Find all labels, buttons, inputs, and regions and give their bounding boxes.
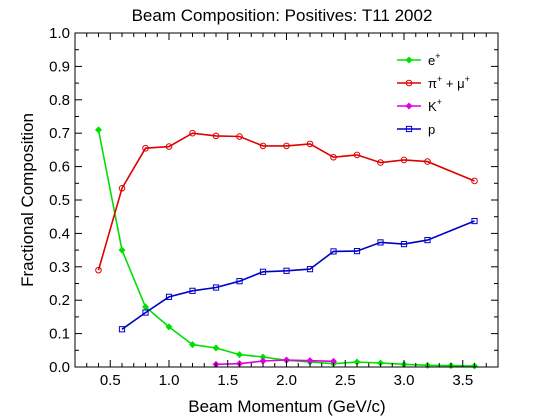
y-tick-label: 0.0 <box>49 359 70 376</box>
series-p-point <box>165 293 173 300</box>
series-p-point <box>283 267 290 274</box>
series-p-point <box>471 217 478 225</box>
legend-label: e+ <box>428 51 441 68</box>
series-pi-mu <box>95 129 478 274</box>
legend-label: p <box>428 122 435 137</box>
x-axis-label: Beam Momentum (GeV/c) <box>188 397 385 416</box>
y-tick-label: 0.8 <box>49 92 70 109</box>
series-pi-mu-point <box>330 153 337 161</box>
series-pi-mu-point <box>283 142 290 150</box>
series-pi-mu-point <box>236 133 243 140</box>
series-pi-mu-point <box>424 158 431 165</box>
y-axis-label: Fractional Composition <box>18 113 37 287</box>
series-pi-mu-point <box>353 151 361 159</box>
series-p-point <box>424 236 431 244</box>
series-e <box>94 126 479 370</box>
y-tick-label: 0.5 <box>49 192 70 209</box>
series-e-point <box>188 341 197 349</box>
x-tick-label: 3.5 <box>452 372 473 389</box>
series-e-point <box>165 323 173 331</box>
x-tick-label: 2.0 <box>276 372 297 389</box>
legend-label: π+ + μ+ <box>428 74 470 91</box>
series-p-point <box>306 266 314 273</box>
series-pi-mu-point <box>95 266 102 274</box>
chart-title: Beam Composition: Positives: T11 2002 <box>132 6 433 25</box>
series-p <box>118 217 478 333</box>
x-tick-label: 3.0 <box>394 372 415 389</box>
series-p-point <box>118 326 126 333</box>
legend-label: K+ <box>428 97 442 114</box>
series-pi-mu-point <box>259 142 267 150</box>
series-p-point <box>400 240 408 248</box>
series-k-line <box>215 359 334 366</box>
series-pi-mu-point <box>471 177 478 185</box>
y-tick-label: 0.7 <box>49 125 70 142</box>
series-pi-mu-point <box>142 144 149 152</box>
series-p-point <box>259 268 267 275</box>
legend-marker <box>405 56 413 64</box>
series-p-point <box>330 248 337 255</box>
series-p-point <box>353 248 361 255</box>
series-pi-mu-point <box>212 132 220 140</box>
series-pi-mu-point <box>400 156 408 164</box>
series-p-point <box>142 309 149 316</box>
series-p-line <box>121 220 475 330</box>
series-k-point <box>259 357 267 365</box>
series-e-point <box>235 351 244 359</box>
series-e-point <box>212 344 220 352</box>
series-e-point <box>94 126 103 134</box>
y-tick-label: 0.1 <box>49 326 70 343</box>
y-tick-label: 1.0 <box>49 25 70 42</box>
legend-marker <box>405 125 413 133</box>
series-pi-mu-point <box>165 143 173 150</box>
series-pi-mu-point <box>306 140 314 148</box>
legend-marker <box>405 102 413 110</box>
series-pi-mu-point <box>189 129 196 137</box>
x-tick-label: 1.5 <box>217 372 238 389</box>
series-p-point <box>189 287 196 294</box>
x-tick-label: 0.5 <box>100 372 121 389</box>
y-tick-label: 0.3 <box>49 259 70 276</box>
series-e-point <box>118 246 126 254</box>
y-tick-label: 0.4 <box>49 225 70 242</box>
x-tick-label: 1.0 <box>159 372 180 389</box>
legend: e+ π+ + μ+ K+ p <box>397 51 470 137</box>
y-tick-label: 0.2 <box>49 292 70 309</box>
plot-area <box>94 126 479 370</box>
legend-marker <box>405 79 413 87</box>
series-p-point <box>236 278 243 285</box>
series-e-line <box>97 129 475 367</box>
x-tick-label: 2.5 <box>335 372 356 389</box>
y-tick-label: 0.6 <box>49 159 70 176</box>
series-pi-mu-point <box>118 185 126 192</box>
y-tick-label: 0.9 <box>49 58 70 75</box>
series-pi-mu-line <box>97 132 475 271</box>
series-p-point <box>377 239 384 246</box>
series-p-point <box>212 284 220 291</box>
axes: 0.5 1.0 1.5 2.0 2.5 3.0 3.5 0.0 0.1 0.2 0.3 0.4 0.5 0… <box>49 25 499 389</box>
series-pi-mu-point <box>377 159 384 166</box>
